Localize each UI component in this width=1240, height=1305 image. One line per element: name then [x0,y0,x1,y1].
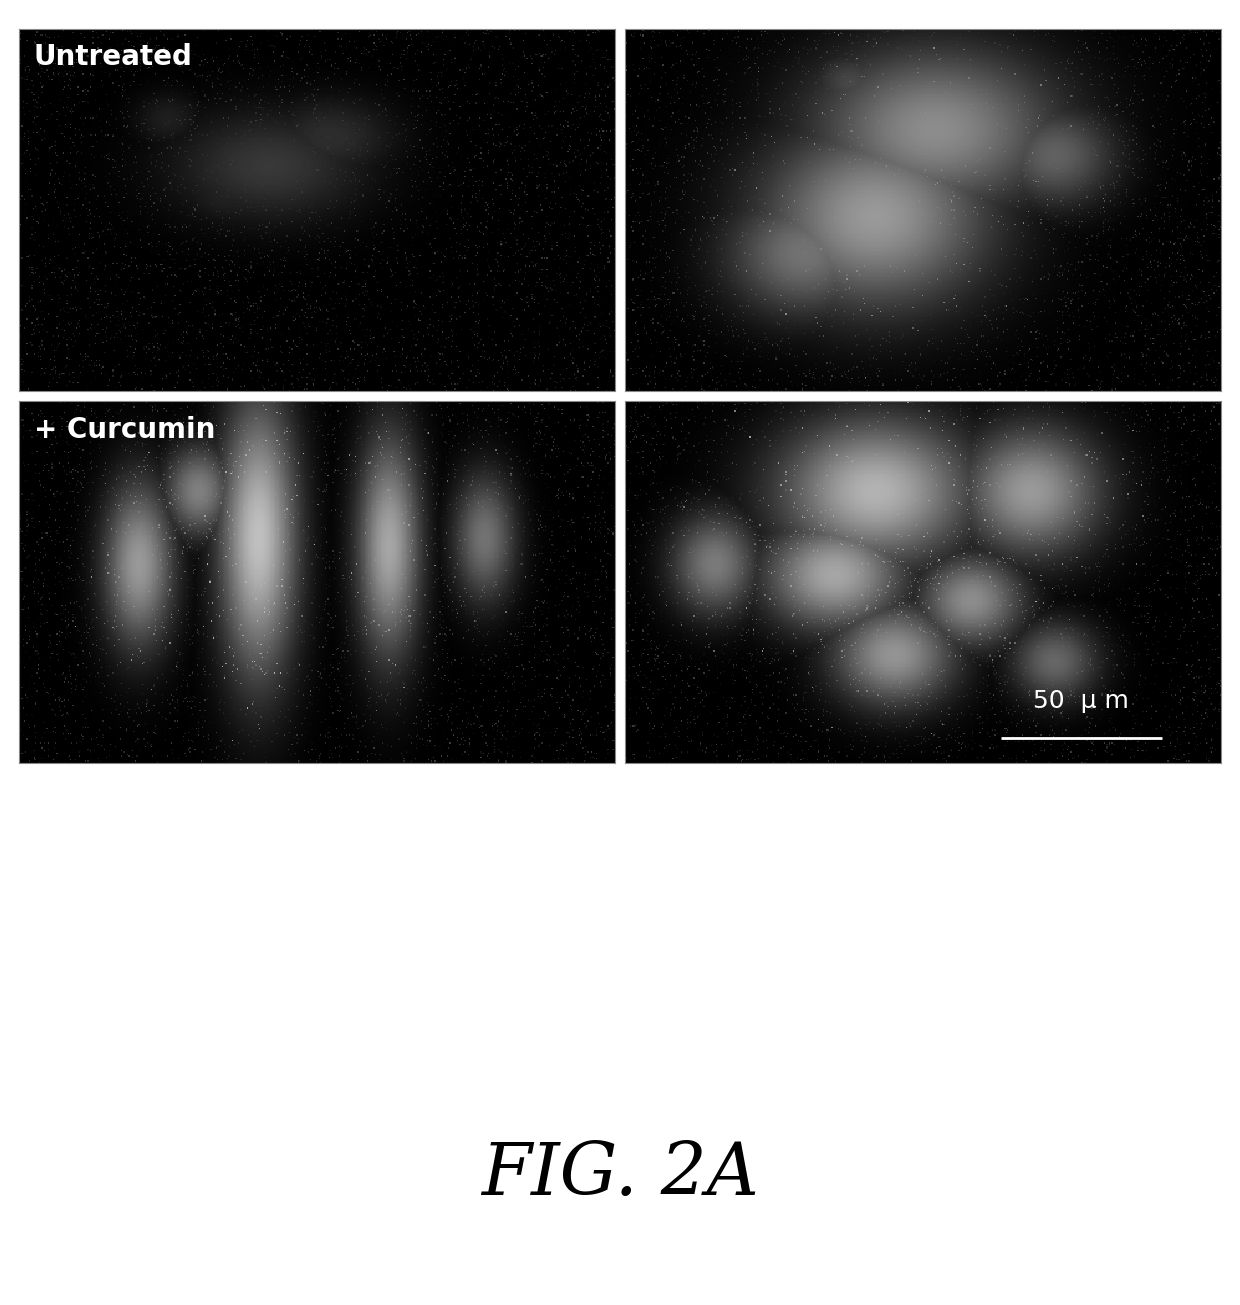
Text: 50  μ m: 50 μ m [1033,689,1130,713]
Text: FIG. 2A: FIG. 2A [481,1139,759,1210]
Text: Untreated: Untreated [33,43,192,72]
Text: + Curcumin: + Curcumin [33,416,215,444]
